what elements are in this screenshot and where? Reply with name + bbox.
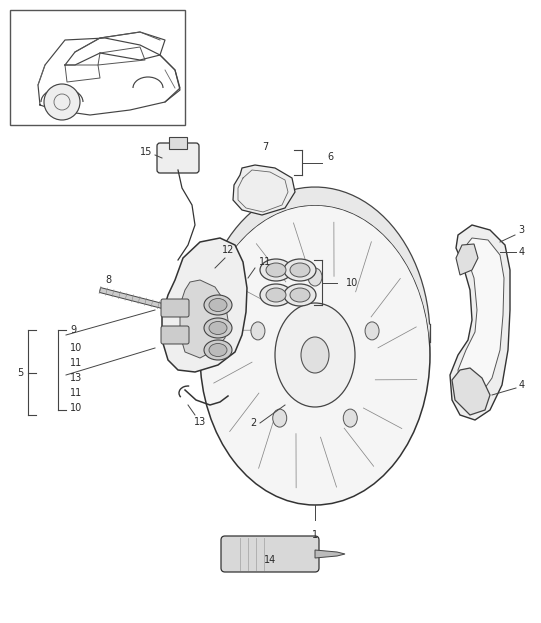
Ellipse shape [204,295,232,315]
Polygon shape [180,280,228,358]
Text: 4: 4 [519,380,525,390]
Text: 9: 9 [70,325,76,335]
Ellipse shape [204,340,232,360]
Ellipse shape [171,305,185,315]
Ellipse shape [260,284,292,306]
Text: 4: 4 [519,247,525,257]
Text: 11: 11 [70,358,82,368]
Ellipse shape [284,284,316,306]
Circle shape [44,84,80,120]
Text: 15: 15 [140,147,152,157]
Polygon shape [233,165,295,215]
FancyBboxPatch shape [157,143,199,173]
Ellipse shape [308,268,322,286]
Polygon shape [452,368,490,415]
Text: 12: 12 [222,245,234,255]
Text: 10: 10 [346,277,358,287]
Text: 10: 10 [70,343,82,353]
Text: 11: 11 [70,388,82,398]
Ellipse shape [275,303,355,407]
Text: 7: 7 [262,142,268,152]
Ellipse shape [200,205,430,505]
Ellipse shape [344,409,357,427]
Ellipse shape [284,259,316,281]
Text: 11: 11 [259,257,271,267]
Ellipse shape [209,298,227,312]
Ellipse shape [204,318,232,338]
Polygon shape [458,238,504,398]
Polygon shape [162,238,247,372]
Text: 8: 8 [105,275,111,285]
Bar [10,10,185,125]
Ellipse shape [209,321,227,335]
Text: 2: 2 [250,418,256,428]
Ellipse shape [266,263,286,277]
Text: 1: 1 [312,530,318,540]
FancyBboxPatch shape [161,299,189,317]
Ellipse shape [209,343,227,356]
Text: 5: 5 [17,368,23,378]
Polygon shape [200,187,430,342]
Text: 13: 13 [70,373,82,383]
Text: 6: 6 [327,151,333,161]
Ellipse shape [251,322,265,340]
Ellipse shape [365,322,379,340]
Ellipse shape [290,288,310,302]
Ellipse shape [266,288,286,302]
Ellipse shape [260,259,292,281]
Polygon shape [456,244,478,275]
FancyBboxPatch shape [169,137,187,149]
FancyBboxPatch shape [221,536,319,572]
Ellipse shape [273,409,287,427]
FancyBboxPatch shape [161,326,189,344]
Polygon shape [315,550,345,558]
Text: 13: 13 [194,417,206,427]
Ellipse shape [290,263,310,277]
Text: 3: 3 [518,225,524,235]
Text: 10: 10 [70,403,82,413]
Polygon shape [450,225,510,420]
Ellipse shape [301,337,329,373]
Text: 14: 14 [264,555,276,565]
Polygon shape [100,288,179,312]
